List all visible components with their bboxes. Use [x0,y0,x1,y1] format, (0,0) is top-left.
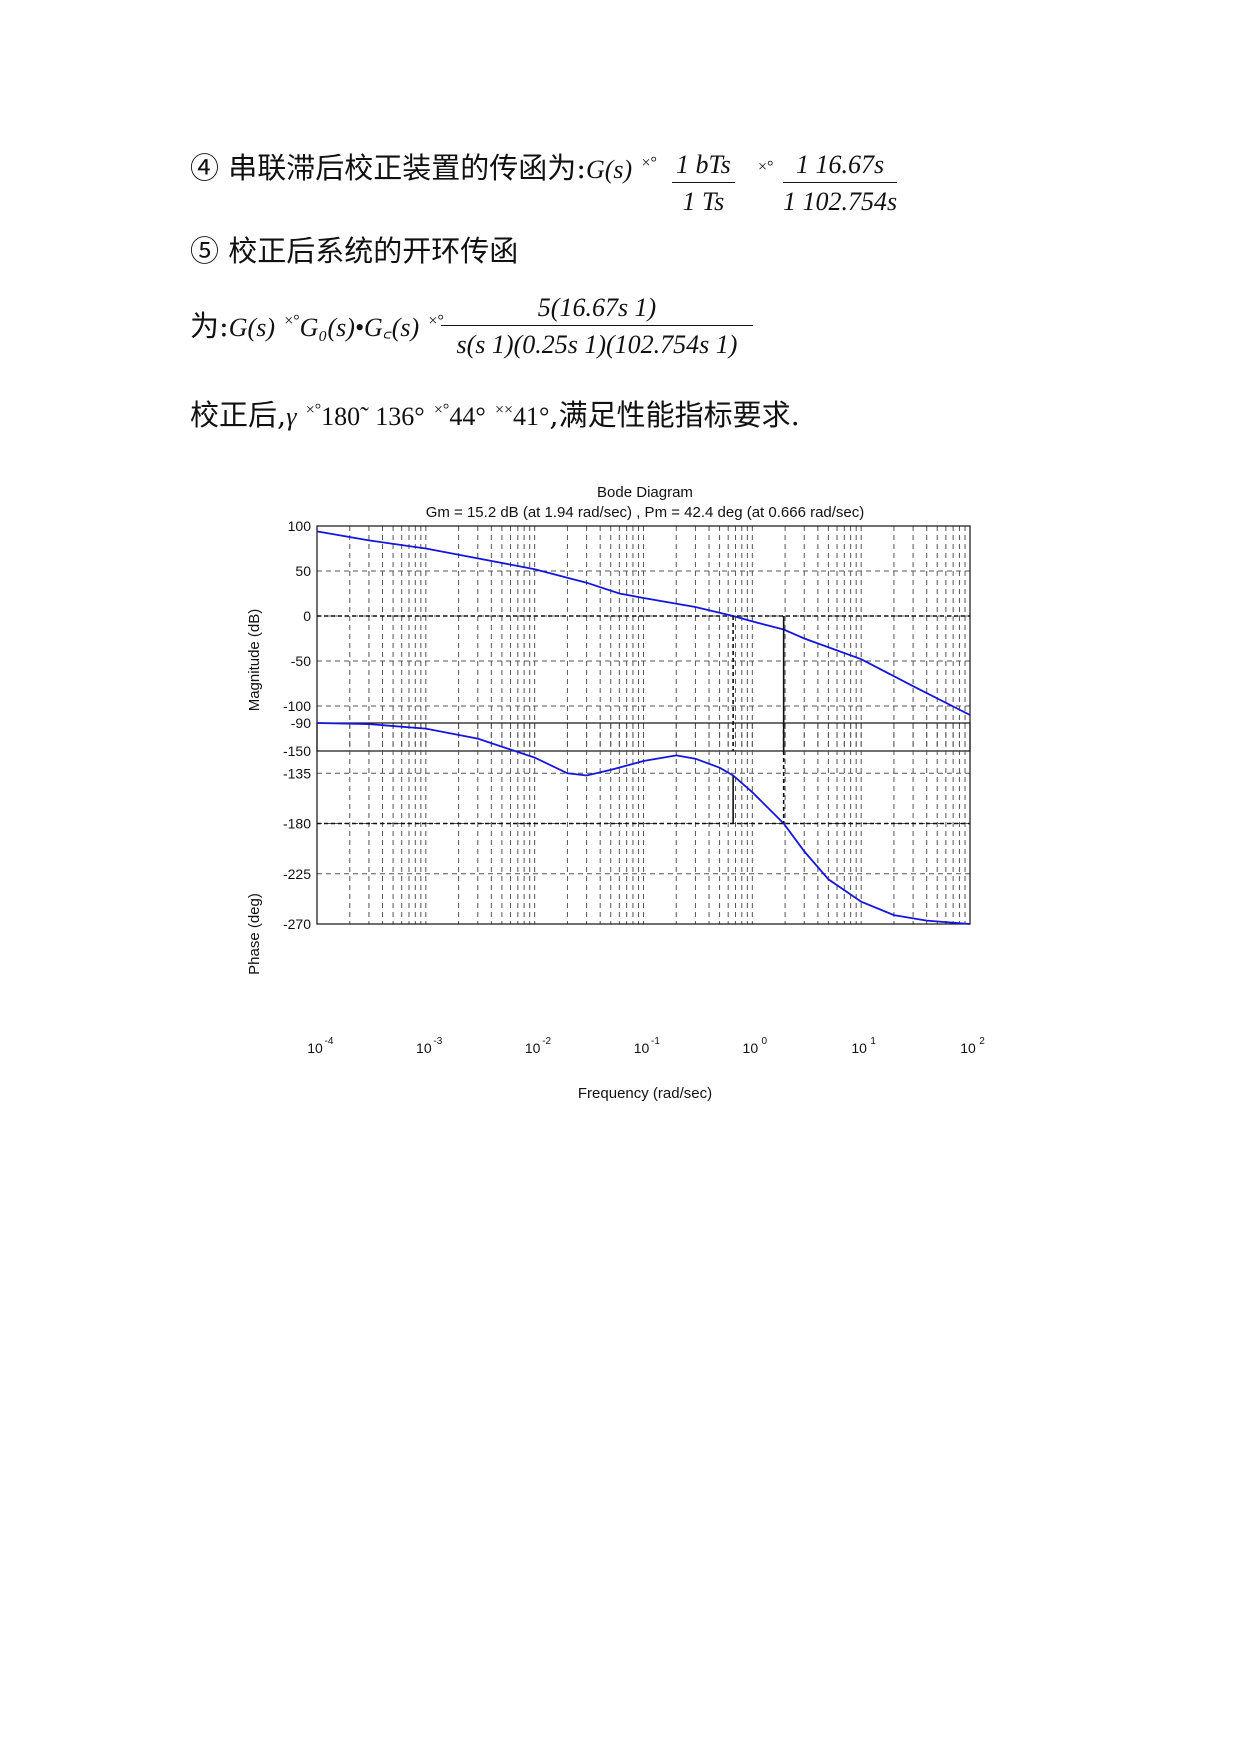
x-tick-exponent: -3 [433,1036,442,1047]
x-tick-exponent: 2 [979,1036,985,1047]
magnitude-series-line [316,530,971,716]
line6-mid: G₀(s)•G꜀(s) [299,313,420,342]
x-tick-label: 10 [634,1040,650,1056]
fraction-3-num: 5(16.67s 1) [441,293,753,326]
line6-prefix: 为: [190,309,229,343]
phase-tick-label: -225 [283,866,311,882]
eq-glyph: ×° [641,154,657,172]
phase-tick-label: -270 [283,916,311,932]
x-tick-label: 10 [525,1040,541,1056]
x-tick-exponent: 1 [870,1036,876,1047]
fraction-1-num: 1 bTs [672,150,735,183]
fraction-1: 1 bTs 1 Ts [672,150,735,217]
fraction-2: 1 16.67s 1 102.754s [783,150,898,217]
magnitude-tick-label: -150 [283,743,311,759]
phase-panel: -90 -135 -180 -225 -270 [283,715,971,932]
line7-v1: 180˜ 136° [321,402,425,431]
chart-subtitle: Gm = 15.2 dB (at 1.94 rad/sec) , Pm = 42… [426,504,865,521]
line-item-7: 校正后,γ ×°180˜ 136° ×°44° ××41°,满足性能指标要求. [190,398,800,432]
magnitude-tick-label: -50 [291,653,311,669]
line7-v3: 41° [512,402,550,431]
magnitude-tick-label: -100 [283,698,311,714]
x-tick-exponent: 0 [762,1036,768,1047]
phase-tick-label: -180 [283,816,311,832]
magnitude-tick-label: 50 [295,563,311,579]
fraction-2-num: 1 16.67s [783,150,898,183]
phase-axis-label: Phase (deg) [246,893,263,975]
fraction-1-den: 1 Ts [682,187,725,216]
x-tick-exponent: -4 [325,1036,334,1047]
x-tick-exponent: -2 [542,1036,551,1047]
phase-tick-label: -135 [283,765,311,781]
line6-lhs: G(s) [228,313,275,342]
x-tick-exponent: -1 [651,1036,660,1047]
x-tick-label: 10 [307,1040,323,1056]
frequency-axis: 10 -4 10 -3 10 -2 10 -1 10 0 10 1 10 2 [307,1036,985,1056]
line-item-5: ⑤ 校正后系统的开环传函 [190,234,519,268]
phase-series-line [316,722,971,925]
x-axis-label: Frequency (rad/sec) [578,1085,712,1102]
eq-glyph-2: ×° [758,158,774,176]
fraction-2-den: 1 102.754s [783,187,898,216]
magnitude-axis-label: Magnitude (dB) [246,609,263,712]
phase-tick-label: -90 [291,715,311,731]
fraction-3: 5(16.67s 1) s(s 1)(0.25s 1)(102.754s 1) [441,293,753,360]
x-tick-label: 10 [960,1040,976,1056]
x-tick-label: 10 [743,1040,759,1056]
x-tick-label: 10 [416,1040,432,1056]
gamma-symbol: γ [286,402,297,431]
chart-title: Bode Diagram [597,484,693,501]
bode-diagram: Bode Diagram Gm = 15.2 dB (at 1.94 rad/s… [246,484,985,1102]
magnitude-tick-label: 100 [288,518,312,534]
magnitude-panel: 100 50 0 -50 -100 -150 [283,518,971,759]
line7-prefix: 校正后, [190,398,287,432]
line-item-4: ④ 串联滞后校正装置的传函为:G(s) ×° [190,145,657,187]
line-item-6: 为:G(s) ×°G₀(s)•G꜀(s) ×° [190,309,444,343]
fraction-3-den: s(s 1)(0.25s 1)(102.754s 1) [456,330,738,359]
x-tick-label: 10 [851,1040,867,1056]
line4-lhs: G(s) [586,155,633,184]
phase-frame [316,722,971,925]
line7-suffix: ,满足性能指标要求. [549,398,800,432]
line7-v2: 44° [449,402,486,431]
magnitude-tick-label: 0 [303,608,311,624]
line4-prefix: ④ 串联滞后校正装置的传函为: [190,151,586,185]
